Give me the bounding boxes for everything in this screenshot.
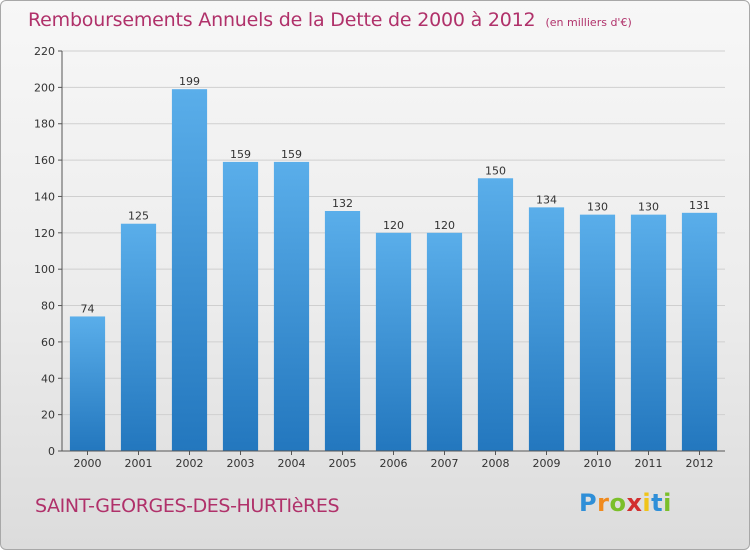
data-label: 131 — [689, 199, 710, 212]
y-tick-label: 180 — [34, 118, 55, 131]
data-label: 134 — [536, 193, 557, 206]
title-main: Remboursements Annuels de la Dette de 20… — [28, 9, 536, 31]
x-tick-label: 2001 — [125, 457, 153, 470]
data-label: 125 — [128, 210, 149, 223]
y-tick-label: 200 — [34, 81, 55, 94]
data-label: 199 — [179, 75, 200, 88]
title-unit: (en milliers d'€) — [545, 16, 632, 29]
y-tick-label: 20 — [41, 409, 55, 422]
y-tick-label: 60 — [41, 336, 55, 349]
data-label: 120 — [434, 219, 455, 232]
bar — [324, 211, 361, 451]
y-tick-label: 100 — [34, 263, 55, 276]
bar — [375, 232, 412, 451]
x-tick-label: 2012 — [686, 457, 714, 470]
commune-name: SAINT-GEORGES-DES-HURTIèRES — [35, 495, 340, 517]
data-label: 132 — [332, 197, 353, 210]
axes: 0 20 40 60 80 100 120 140 160 180 200 220 2000 2001 20… — [34, 45, 725, 470]
bar — [630, 214, 667, 451]
x-tick-label: 2005 — [329, 457, 357, 470]
bar — [120, 223, 157, 451]
bar — [171, 89, 208, 451]
y-tick-label: 160 — [34, 154, 55, 167]
y-tick-label: 0 — [48, 445, 55, 458]
x-tick-label: 2006 — [380, 457, 408, 470]
data-label: 159 — [281, 148, 302, 161]
x-tick-label: 2011 — [635, 457, 663, 470]
data-label: 130 — [638, 201, 659, 214]
x-tick-label: 2000 — [74, 457, 102, 470]
data-label: 130 — [587, 201, 608, 214]
data-label: 120 — [383, 219, 404, 232]
y-tick-label: 120 — [34, 227, 55, 240]
data-label: 159 — [230, 148, 251, 161]
data-label: 150 — [485, 164, 506, 177]
x-tick-label: 2003 — [227, 457, 255, 470]
proxiti-logo: Proxiti — [579, 489, 672, 517]
bar — [579, 214, 616, 451]
chart-title: Remboursements Annuels de la Dette de 20… — [28, 9, 632, 31]
x-tick-label: 2008 — [482, 457, 510, 470]
y-tick-label: 80 — [41, 300, 55, 313]
bar — [69, 316, 106, 451]
bar — [273, 161, 310, 451]
y-tick-label: 40 — [41, 372, 55, 385]
bar — [426, 232, 463, 451]
x-tick-label: 2007 — [431, 457, 459, 470]
bar — [222, 161, 259, 451]
y-tick-label: 140 — [34, 190, 55, 203]
y-tick-label: 220 — [34, 45, 55, 58]
data-labels: 74 125 199 159 159 132 120 120 150 134 130 130 131 — [81, 75, 711, 315]
bar — [528, 207, 565, 451]
bar — [681, 212, 718, 451]
data-label: 74 — [81, 302, 95, 315]
bar — [477, 178, 514, 452]
x-tick-label: 2010 — [584, 457, 612, 470]
x-tick-label: 2004 — [278, 457, 306, 470]
bars — [69, 89, 718, 452]
x-tick-label: 2002 — [176, 457, 204, 470]
x-tick-label: 2009 — [533, 457, 561, 470]
